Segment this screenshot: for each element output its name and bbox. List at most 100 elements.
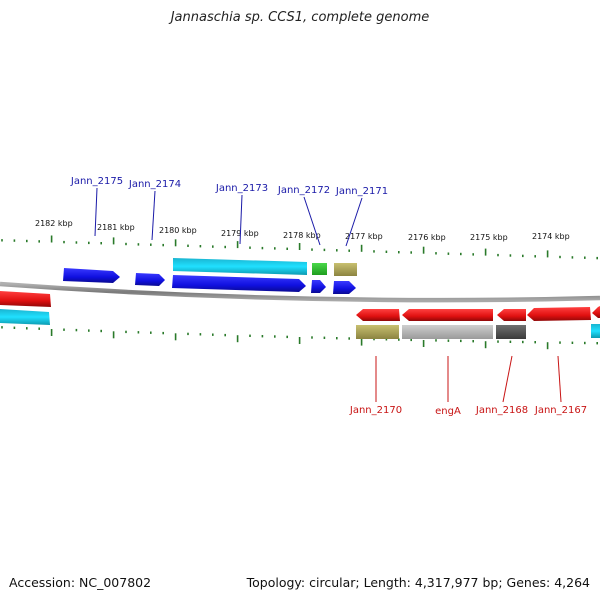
minor-tick [311, 248, 313, 251]
minor-tick [199, 245, 202, 248]
minor-tick [522, 340, 524, 344]
feature-gray[interactable] [402, 325, 493, 339]
minor-tick [249, 246, 251, 249]
major-tick [298, 243, 301, 250]
gene-label[interactable]: engA [435, 406, 461, 417]
minor-tick [584, 256, 586, 259]
gene-label[interactable]: Jann_2174 [128, 179, 181, 190]
major-tick [112, 237, 115, 245]
major-tick [484, 341, 487, 349]
minor-tick [497, 340, 499, 343]
major-tick [422, 340, 425, 347]
minor-tick [336, 337, 338, 340]
cds-arrow-reverse[interactable] [527, 307, 591, 321]
cds-arrow-forward[interactable] [63, 268, 120, 283]
scale-label: 2181 kbp [97, 223, 135, 232]
minor-tick [26, 239, 28, 243]
minor-tick [150, 243, 152, 246]
minor-tick [522, 254, 524, 258]
minor-tick [187, 332, 189, 336]
scale-label: 2177 kbp [345, 232, 383, 241]
minor-tick [63, 328, 65, 331]
minor-tick [249, 334, 251, 337]
minor-tick [460, 252, 462, 256]
feature-cyan[interactable] [173, 258, 307, 275]
feature-olive[interactable] [356, 325, 399, 339]
minor-tick [571, 341, 574, 344]
cds-arrow-forward[interactable] [172, 275, 306, 292]
gene-label[interactable]: Jann_2167 [534, 405, 587, 416]
minor-tick [373, 250, 375, 253]
minor-tick [596, 256, 598, 260]
minor-tick [398, 338, 400, 341]
minor-tick [435, 252, 437, 255]
cds-arrow-reverse[interactable] [0, 291, 51, 307]
feature-cyan[interactable] [591, 324, 600, 338]
genome-title: Jannaschia sp. CCS1, complete genome [170, 10, 430, 25]
minor-tick [1, 326, 3, 329]
minor-tick [534, 341, 536, 344]
minor-tick [162, 243, 164, 247]
minor-tick [472, 253, 474, 256]
major-tick [236, 241, 239, 249]
minor-tick [323, 336, 326, 339]
minor-tick [348, 337, 350, 340]
scale-label: 2176 kbp [408, 233, 446, 242]
minor-tick [410, 338, 412, 342]
cds-arrow-reverse[interactable] [497, 309, 526, 321]
scale-label: 2180 kbp [159, 226, 197, 235]
major-tick [174, 333, 177, 341]
minor-tick [596, 342, 598, 345]
gene-label[interactable]: Jann_2168 [475, 405, 528, 416]
minor-tick [509, 340, 512, 343]
major-tick [50, 235, 53, 243]
gene-label[interactable]: Jann_2173 [215, 183, 268, 194]
minor-tick [13, 239, 16, 242]
minor-tick [212, 333, 214, 336]
minor-tick [13, 326, 16, 329]
major-tick [236, 335, 239, 343]
minor-tick [385, 250, 388, 253]
minor-tick [187, 244, 189, 247]
feature-cyan[interactable] [0, 309, 50, 325]
minor-tick [26, 327, 28, 330]
cds-arrow-forward[interactable] [135, 273, 165, 286]
genome-summary-text: Topology: circular; Length: 4,317,977 bp… [246, 575, 590, 590]
minor-tick [1, 239, 3, 242]
scale-label: 2178 kbp [283, 231, 321, 240]
feature-dark[interactable] [496, 325, 526, 339]
feature-olive[interactable] [334, 263, 357, 276]
minor-tick [88, 241, 90, 245]
minor-tick [75, 328, 78, 332]
gene-label[interactable]: Jann_2170 [349, 405, 402, 416]
feature-green[interactable] [312, 263, 327, 275]
minor-tick [584, 341, 586, 345]
cds-arrow-reverse[interactable] [356, 309, 400, 321]
minor-tick [435, 339, 437, 342]
minor-tick [323, 248, 326, 252]
cds-arrow-forward[interactable] [311, 280, 326, 293]
minor-tick [460, 339, 462, 343]
minor-tick [447, 339, 450, 342]
minor-tick [63, 240, 65, 244]
minor-tick [311, 336, 313, 339]
minor-tick [261, 246, 264, 250]
minor-tick [447, 252, 450, 255]
minor-tick [38, 240, 40, 243]
major-tick [298, 337, 301, 344]
cds-arrow-forward[interactable] [333, 281, 356, 294]
minor-tick [373, 337, 375, 341]
minor-tick [286, 335, 288, 339]
callout-lines-bottom [375, 355, 562, 403]
major-tick [546, 250, 549, 258]
cds-arrow-reverse[interactable] [402, 309, 493, 321]
minor-tick [398, 251, 400, 254]
minor-tick [497, 253, 499, 257]
minor-tick [472, 340, 474, 343]
gene-label[interactable]: Jann_2175 [70, 176, 123, 187]
minor-tick [261, 335, 264, 338]
cds-arrow-reverse[interactable] [592, 306, 600, 318]
gene-label[interactable]: Jann_2171 [335, 186, 388, 197]
gene-label[interactable]: Jann_2172 [277, 185, 330, 196]
